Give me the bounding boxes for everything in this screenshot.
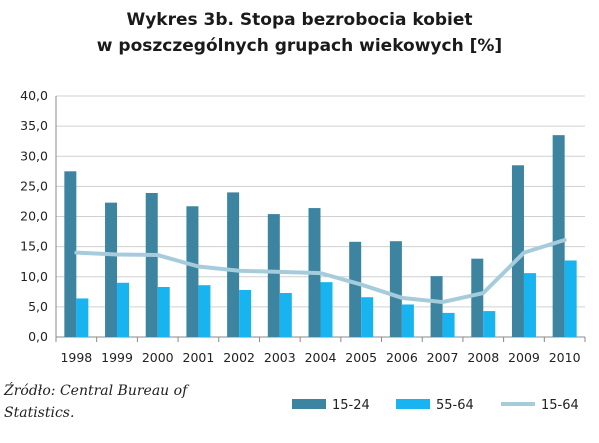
x-tick-label: 2005 [345, 350, 377, 365]
x-tick-label: 2004 [305, 350, 337, 365]
x-tick-label: 2006 [386, 350, 418, 365]
y-tick-label: 25,0 [20, 178, 48, 193]
bar-55-64-1998 [76, 298, 89, 337]
bar-55-64-2002 [239, 290, 252, 337]
bar-55-64-2007 [442, 312, 455, 337]
bar-15-24-2005 [349, 241, 362, 337]
y-tick-label: 5,0 [28, 299, 48, 314]
x-tick-label: 1998 [60, 350, 92, 365]
legend-label-55-64: 55-64 [436, 398, 474, 413]
bar-15-24-2006 [389, 241, 402, 337]
x-tick-label: 2007 [427, 350, 459, 365]
bar-15-24-2003 [267, 214, 280, 337]
chart-title-line-2: w poszczególnych grupach wiekowych [%] [96, 36, 503, 56]
bar-15-24-1999 [105, 202, 118, 337]
bar-55-64-2010 [564, 260, 577, 337]
bar-15-24-2007 [430, 276, 443, 337]
bar-55-64-2000 [157, 286, 170, 337]
bar-15-24-2009 [511, 165, 524, 337]
bar-55-64-2001 [198, 285, 211, 337]
y-tick-label: 30,0 [20, 148, 48, 163]
bar-55-64-2008 [483, 311, 496, 337]
bar-15-24-2002 [227, 192, 240, 337]
legend-swatch-55-64 [396, 399, 430, 409]
bar-55-64-2005 [361, 297, 374, 337]
y-tick-label: 40,0 [20, 88, 48, 103]
x-tick-label: 2008 [467, 350, 499, 365]
legend-label-15-24: 15-24 [332, 398, 370, 413]
bar-15-24-2000 [145, 193, 158, 337]
legend-label-15-64: 15-64 [541, 398, 579, 413]
x-tick-label: 1999 [101, 350, 133, 365]
bar-55-64-2009 [523, 273, 536, 337]
bar-55-64-2003 [279, 293, 292, 337]
x-tick-label: 2002 [223, 350, 255, 365]
y-tick-label: 15,0 [20, 239, 48, 254]
bar-15-24-2001 [186, 206, 199, 337]
y-tick-label: 10,0 [20, 269, 48, 284]
line-15-64 [74, 237, 567, 305]
bar-15-24-2010 [552, 135, 565, 337]
x-tick-label: 2000 [142, 350, 174, 365]
x-tick-label: 2001 [183, 350, 215, 365]
y-tick-label: 35,0 [20, 118, 48, 133]
x-tick-label: 2009 [508, 350, 540, 365]
bar-15-24-2008 [471, 258, 484, 337]
legend-swatch-15-24 [292, 399, 326, 409]
bar-15-24-1998 [64, 171, 77, 337]
x-tick-label: 2003 [264, 350, 296, 365]
bar-55-64-2004 [320, 282, 333, 337]
chart-title-line-1: Wykres 3b. Stopa bezrobocia kobiet [126, 10, 473, 30]
x-tick-label: 2010 [549, 350, 581, 365]
source-note: Źródło: Central Bureau of Statistics. [4, 383, 188, 421]
bar-55-64-1999 [117, 282, 130, 337]
y-tick-label: 0,0 [28, 329, 48, 344]
y-tick-label: 20,0 [20, 209, 48, 224]
bar-55-64-2006 [401, 304, 414, 337]
